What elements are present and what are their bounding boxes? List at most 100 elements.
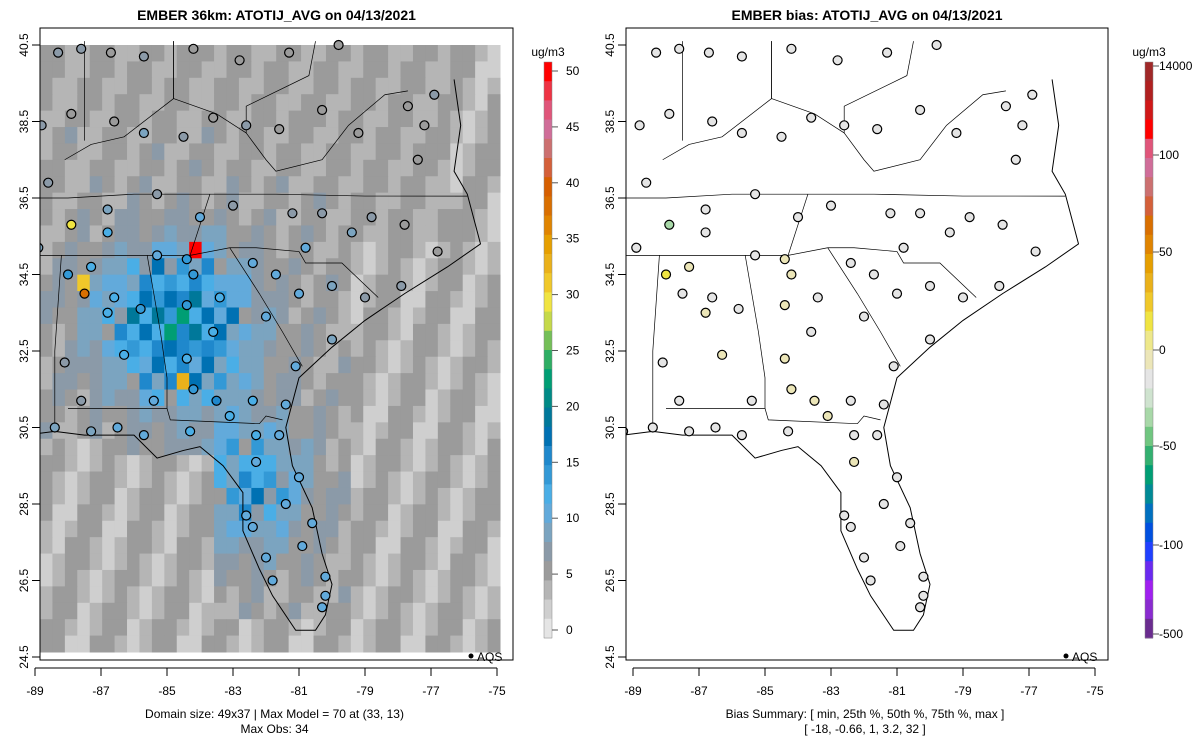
grid-cell xyxy=(226,389,240,407)
grid-cell xyxy=(127,61,140,79)
grid-cell xyxy=(127,422,140,440)
grid-cell xyxy=(338,504,352,522)
grid-cell xyxy=(450,274,464,292)
aqs-station-marker xyxy=(152,189,163,200)
y-tick-label: 38.5 xyxy=(17,109,31,133)
grid-cell xyxy=(276,110,290,128)
grid-cell xyxy=(462,487,476,505)
grid-cell xyxy=(151,438,165,456)
colorbar-segment xyxy=(544,484,552,505)
grid-cell xyxy=(288,159,302,177)
grid-cell xyxy=(189,619,203,637)
grid-cell xyxy=(52,307,66,325)
grid-cell xyxy=(176,537,190,555)
aqs-station-marker xyxy=(76,43,87,54)
grid-cell xyxy=(325,192,339,210)
aqs-station-marker xyxy=(135,303,146,315)
grid-cell xyxy=(214,94,227,112)
aqs-station-marker xyxy=(634,120,645,131)
grid-cell xyxy=(139,61,153,79)
grid-cell xyxy=(412,487,426,505)
colorbar-segment xyxy=(1145,350,1153,370)
grid-cell xyxy=(487,389,501,407)
grid-cell xyxy=(487,323,501,341)
grid-cell xyxy=(301,45,315,62)
grid-cell xyxy=(164,520,178,538)
aqs-station-marker xyxy=(59,357,70,368)
grid-cell xyxy=(214,209,227,226)
grid-cell xyxy=(450,455,464,473)
grid-cell xyxy=(40,471,53,489)
grid-cell xyxy=(52,274,66,292)
grid-cell xyxy=(325,405,339,423)
grid-cell xyxy=(475,487,489,505)
grid-cell xyxy=(425,291,439,308)
grid-cell xyxy=(301,176,315,194)
grid-cell xyxy=(201,77,215,95)
grid-cell xyxy=(201,291,215,308)
grid-cell xyxy=(139,356,153,374)
grid-cell xyxy=(226,340,240,358)
grid-cell xyxy=(102,504,116,522)
grid-cell xyxy=(425,553,439,571)
grid-cell xyxy=(338,537,352,555)
grid-cell xyxy=(164,192,178,210)
grid-cell xyxy=(139,291,153,308)
grid-cell xyxy=(487,110,501,128)
grid-cell xyxy=(201,602,215,620)
grid-cell xyxy=(425,307,439,325)
grid-cell xyxy=(164,553,178,571)
grid-cell xyxy=(437,455,451,473)
aqs-station-marker xyxy=(280,399,291,410)
grid-cell xyxy=(164,110,178,128)
grid-cell xyxy=(251,127,265,144)
grid-cell xyxy=(40,422,53,440)
grid-cell xyxy=(64,487,78,505)
grid-cell xyxy=(437,323,451,341)
aqs-station-marker xyxy=(994,280,1005,292)
grid-cell xyxy=(89,635,103,653)
grid-cell xyxy=(450,586,464,604)
colorbar-segment xyxy=(1145,426,1153,447)
grid-cell xyxy=(325,619,339,637)
grid-cell xyxy=(462,455,476,473)
grid-cell xyxy=(102,487,116,505)
aqs-station-marker xyxy=(868,269,880,280)
grid-cell xyxy=(400,241,414,259)
grid-cell xyxy=(176,340,190,358)
grid-cell xyxy=(164,569,178,587)
grid-cell xyxy=(400,422,414,440)
grid-cell xyxy=(40,225,53,243)
grid-cell xyxy=(450,176,464,194)
aqs-station-marker xyxy=(40,242,44,253)
legend-aqs-marker xyxy=(468,653,474,659)
grid-cell xyxy=(77,356,91,374)
grid-cell xyxy=(450,340,464,358)
grid-cell xyxy=(276,225,290,243)
grid-cell xyxy=(52,291,66,308)
grid-cell xyxy=(313,127,327,144)
grid-cell xyxy=(77,192,91,210)
grid-cell xyxy=(164,176,178,194)
grid-cell xyxy=(325,77,339,95)
grid-cell xyxy=(462,291,476,308)
aqs-station-marker xyxy=(247,257,258,269)
grid-cell xyxy=(176,569,190,587)
aqs-station-marker xyxy=(412,154,423,165)
grid-cell xyxy=(151,405,165,423)
aqs-station-marker xyxy=(872,430,883,441)
aqs-station-marker xyxy=(208,326,219,337)
grid-cell xyxy=(151,487,165,505)
grid-cell xyxy=(40,94,53,112)
grid-cell xyxy=(127,241,140,259)
aqs-station-marker xyxy=(138,127,149,139)
grid-cell xyxy=(139,520,153,538)
grid-cell xyxy=(400,405,414,423)
grid-cell xyxy=(164,340,178,358)
grid-cell xyxy=(338,143,352,161)
grid-cell xyxy=(251,537,265,555)
colorbar-tick-label: 15 xyxy=(566,455,580,469)
grid-cell xyxy=(77,143,91,161)
grid-cell xyxy=(251,192,265,210)
aqs-station-marker xyxy=(241,510,252,521)
